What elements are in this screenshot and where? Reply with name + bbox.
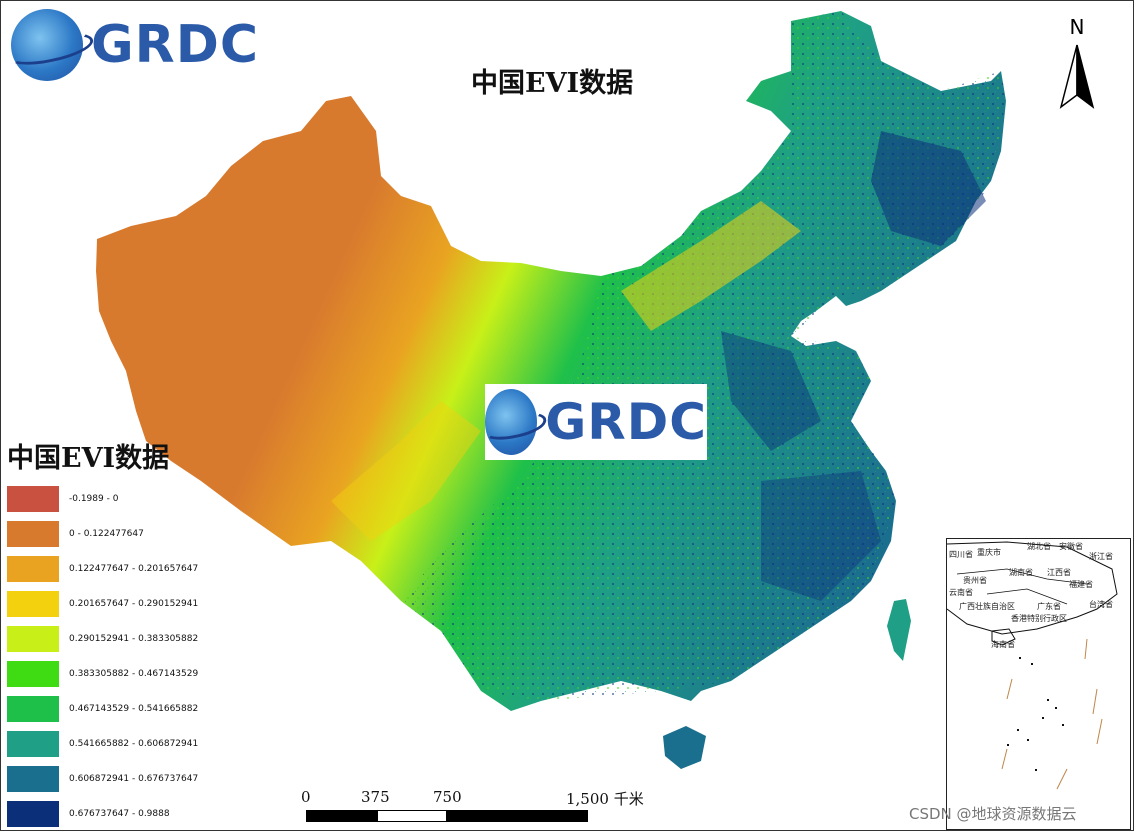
globe-icon bbox=[485, 389, 538, 455]
grdc-logo-center: GRDC bbox=[485, 384, 707, 460]
scale-label-750: 750 bbox=[433, 788, 462, 806]
legend-swatch bbox=[7, 486, 59, 512]
inset-label: 云南省 bbox=[949, 588, 973, 597]
legend-row: -0.1989 - 0 bbox=[7, 486, 118, 512]
inset-label: 湖南省 bbox=[1009, 568, 1033, 577]
legend-row: 0.676737647 - 0.9888 bbox=[7, 801, 170, 827]
legend-swatch bbox=[7, 556, 59, 582]
legend-swatch bbox=[7, 591, 59, 617]
legend-label: 0.201657647 - 0.290152941 bbox=[69, 599, 199, 609]
inset-label: 贵州省 bbox=[963, 576, 987, 585]
legend-row: 0.201657647 - 0.290152941 bbox=[7, 591, 198, 617]
legend-label: 0.383305882 - 0.467143529 bbox=[69, 669, 199, 679]
legend-label: 0.676737647 - 0.9888 bbox=[69, 809, 170, 819]
globe-icon bbox=[11, 9, 83, 81]
legend-label: 0.541665882 - 0.606872941 bbox=[69, 739, 199, 749]
scale-bar: 0 375 750 1,500 千米 bbox=[301, 788, 681, 828]
legend-label: 0.122477647 - 0.201657647 bbox=[69, 564, 199, 574]
legend-label: 0.290152941 - 0.383305882 bbox=[69, 634, 199, 644]
logo-text: GRDC bbox=[91, 15, 260, 75]
scale-label-0: 0 bbox=[301, 788, 311, 806]
legend-swatch bbox=[7, 661, 59, 687]
scale-segment bbox=[377, 810, 447, 822]
legend-swatch bbox=[7, 696, 59, 722]
legend-row: 0.383305882 - 0.467143529 bbox=[7, 661, 198, 687]
north-arrow-icon bbox=[1059, 44, 1095, 109]
legend-row: 0.467143529 - 0.541665882 bbox=[7, 696, 198, 722]
legend-swatch bbox=[7, 766, 59, 792]
inset-label: 福建省 bbox=[1069, 580, 1093, 589]
inset-label: 重庆市 bbox=[977, 548, 1001, 557]
legend-swatch bbox=[7, 801, 59, 827]
legend-swatch bbox=[7, 521, 59, 547]
inset-label: 广西壮族自治区 bbox=[959, 602, 1015, 611]
legend-title: 中国EVI数据 bbox=[7, 443, 170, 474]
scale-label-1500: 1,500 千米 bbox=[566, 790, 644, 808]
legend-swatch bbox=[7, 626, 59, 652]
legend-row: 0.122477647 - 0.201657647 bbox=[7, 556, 198, 582]
legend-label: -0.1989 - 0 bbox=[69, 494, 119, 504]
map-title: 中国EVI数据 bbox=[471, 68, 634, 99]
legend-swatch bbox=[7, 731, 59, 757]
hainan-region bbox=[663, 726, 706, 769]
south-china-sea-inset: 四川省 重庆市 湖北省 安徽省 浙江省 贵州省 湖南省 江西省 福建省 云南省 … bbox=[946, 538, 1131, 830]
legend-row: 0.606872941 - 0.676737647 bbox=[7, 766, 198, 792]
legend-label: 0.467143529 - 0.541665882 bbox=[69, 704, 199, 714]
legend-row: 0.541665882 - 0.606872941 bbox=[7, 731, 198, 757]
grdc-logo-top: GRDC bbox=[11, 9, 259, 81]
inset-label: 江西省 bbox=[1047, 568, 1071, 577]
logo-text: GRDC bbox=[545, 393, 707, 451]
inset-label: 广东省 bbox=[1037, 602, 1061, 611]
inset-label: 湖北省 bbox=[1027, 542, 1051, 551]
legend: 中国EVI数据 -0.1989 - 0 0 - 0.122477647 0.1224… bbox=[7, 441, 247, 830]
scale-segment bbox=[446, 810, 588, 822]
north-arrow: N bbox=[1055, 15, 1099, 111]
legend-label: 0 - 0.122477647 bbox=[69, 529, 144, 539]
legend-row: 0 - 0.122477647 bbox=[7, 521, 144, 547]
inset-label: 台湾省 bbox=[1089, 600, 1113, 609]
scale-label-375: 375 bbox=[361, 788, 390, 806]
inset-label: 香港特别行政区 bbox=[1011, 614, 1067, 623]
inset-label: 四川省 bbox=[949, 550, 973, 559]
legend-label: 0.606872941 - 0.676737647 bbox=[69, 774, 199, 784]
north-label: N bbox=[1069, 15, 1085, 39]
scale-segment bbox=[306, 810, 378, 822]
inset-label: 浙江省 bbox=[1089, 552, 1113, 561]
inset-label: 安徽省 bbox=[1059, 542, 1083, 551]
inset-map bbox=[947, 541, 1118, 790]
taiwan-region bbox=[887, 599, 911, 661]
inset-label: 海南省 bbox=[991, 640, 1015, 649]
legend-row: 0.290152941 - 0.383305882 bbox=[7, 626, 198, 652]
watermark: CSDN @地球资源数据云 bbox=[909, 805, 1077, 823]
